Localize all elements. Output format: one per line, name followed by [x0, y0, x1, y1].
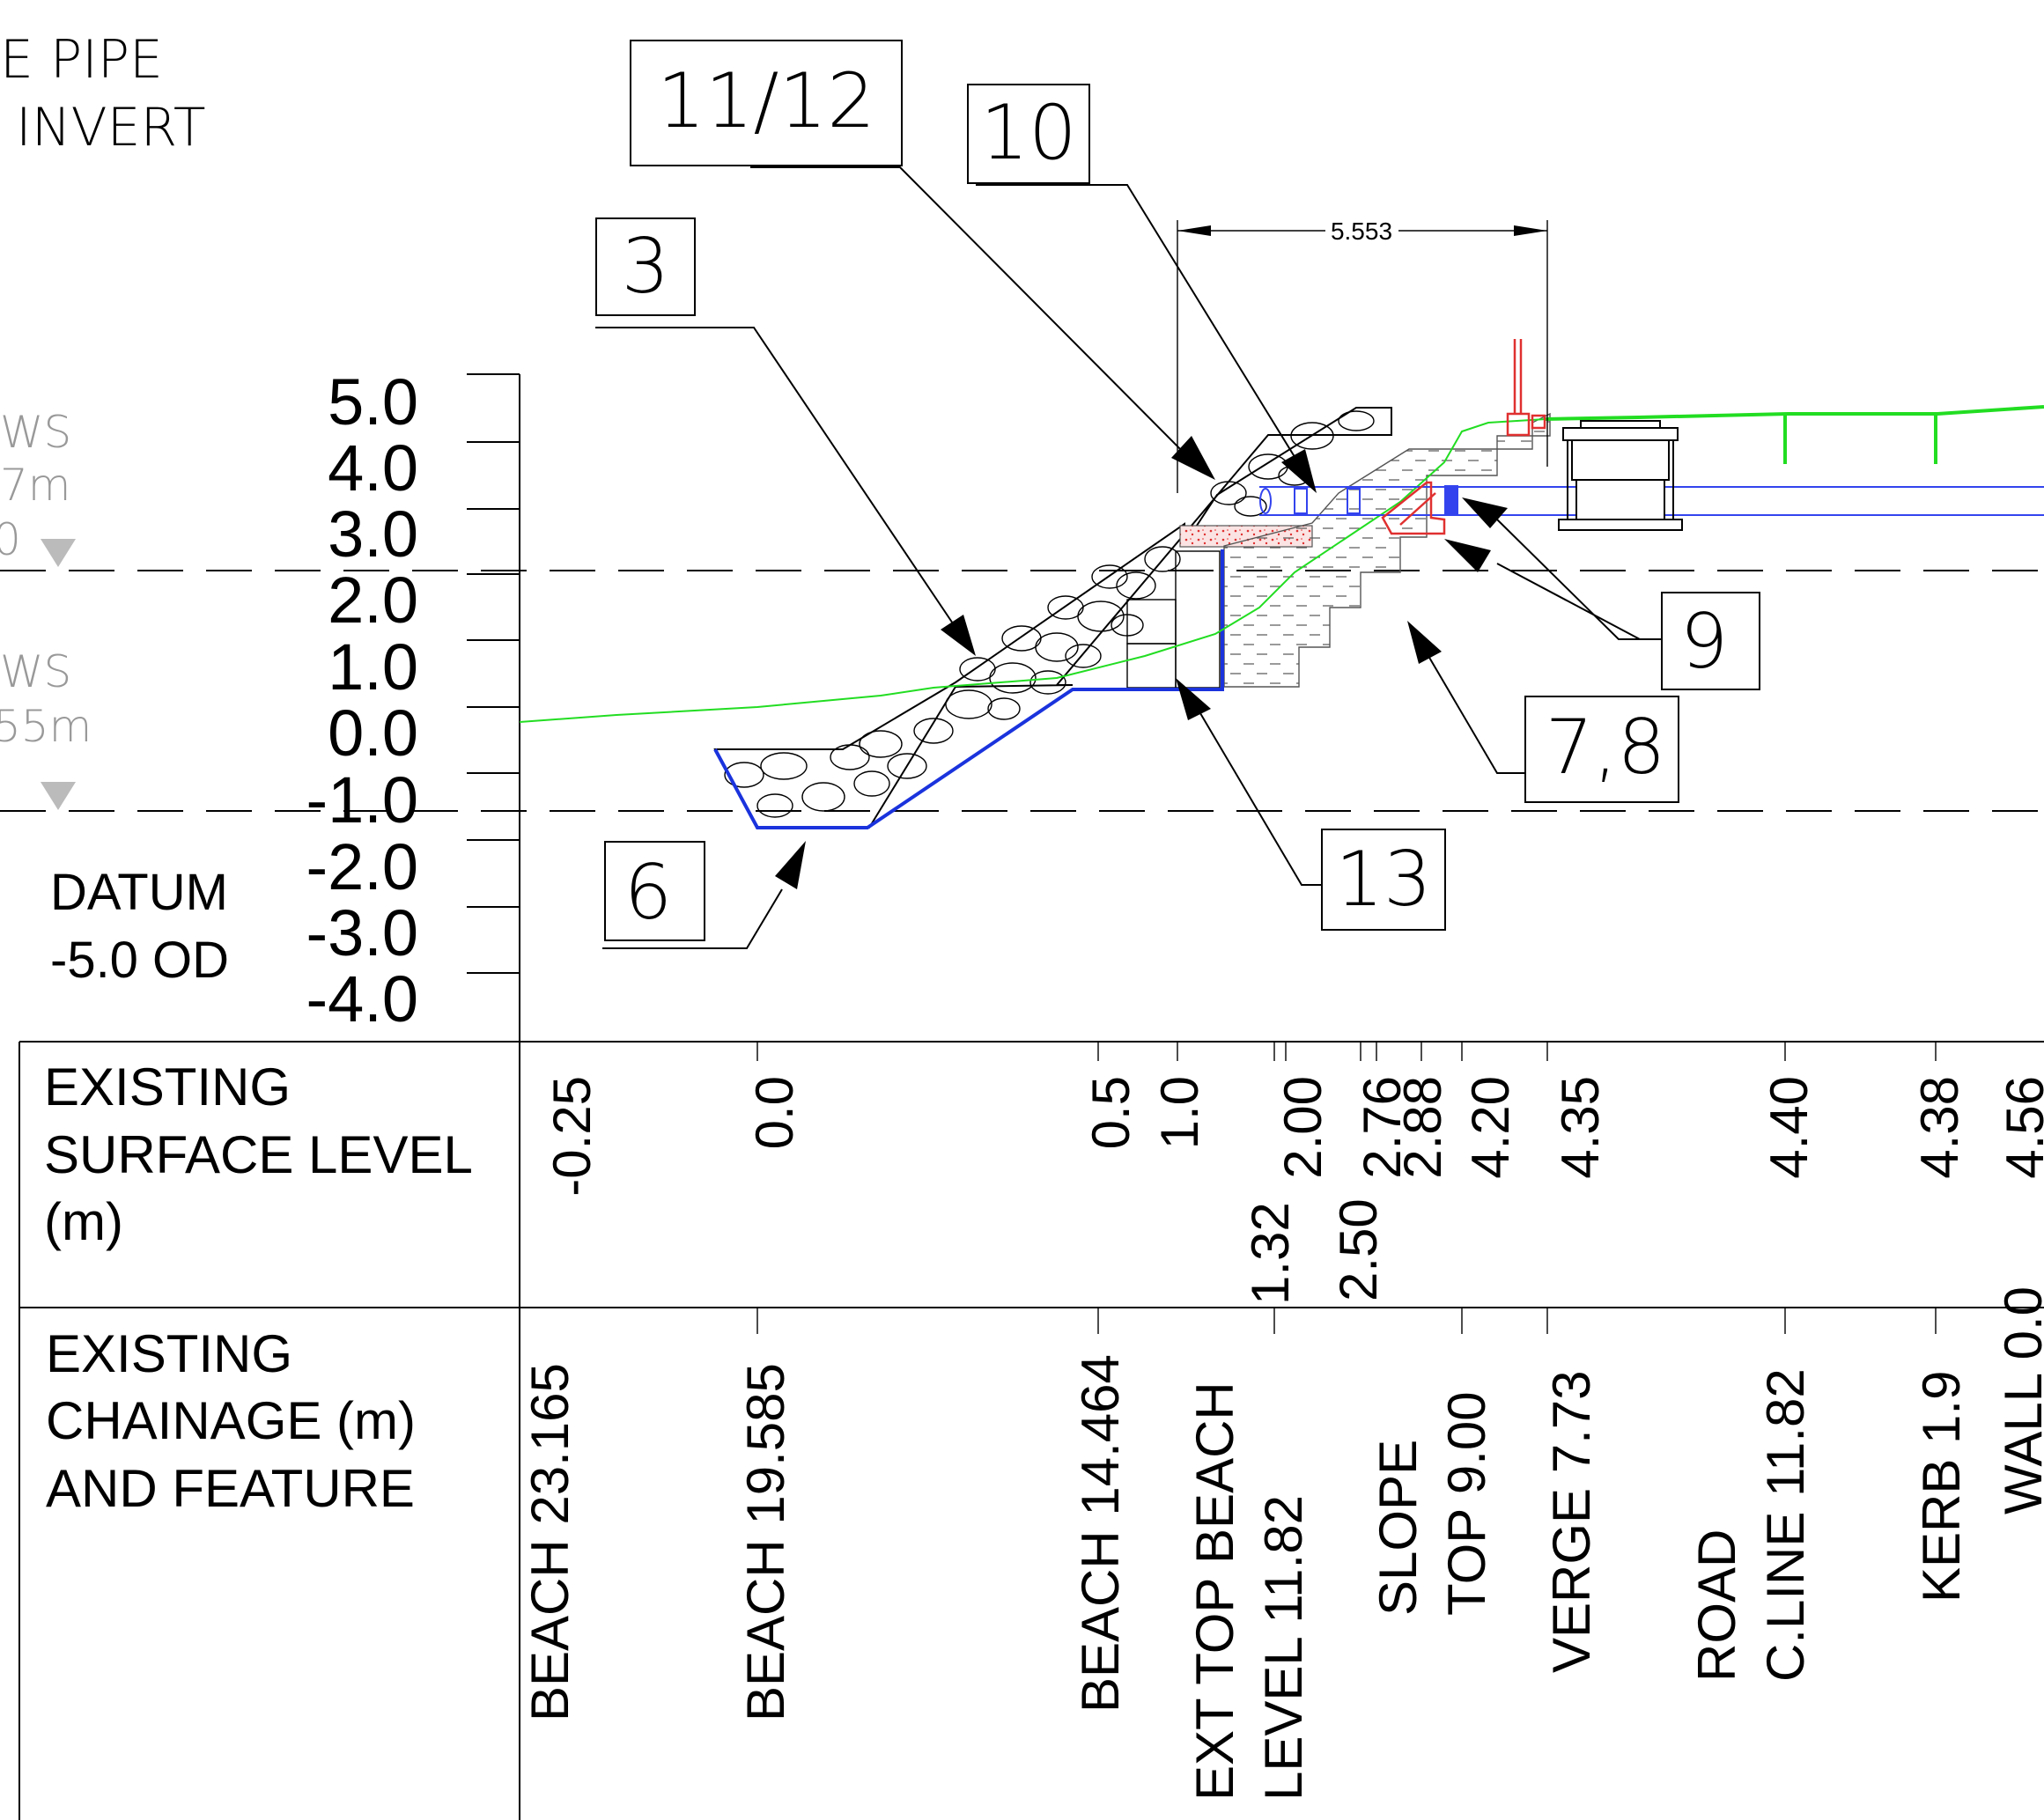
datum-line1: DATUM — [50, 864, 228, 921]
data-table: EXISTING SURFACE LEVEL (m) EXISTING CHAI… — [18, 1041, 2044, 1820]
callout-text: 6 — [624, 849, 673, 937]
manhole-chamber — [1558, 420, 1683, 531]
upper-ws-value: 7m — [0, 460, 71, 511]
surface-level-values: -0.25 0.0 0.5 1.0 1.32 2.00 2.50 2.76 2.… — [542, 1076, 2044, 1305]
dimension-value: 5.553 — [1331, 217, 1392, 245]
level-label: 3.0 — [328, 497, 418, 571]
chainage-features: BEACH 23.165 BEACH 19.585 BEACH 14.464 E… — [520, 1286, 2044, 1801]
callout-text: 7,8 — [1546, 704, 1666, 792]
road-surface-line — [1545, 405, 2044, 421]
pipe-note-line2: INVERT — [16, 97, 206, 158]
pipe-headwall — [1381, 481, 1446, 535]
water-level-notes: WS 7m 0 WS 55m — [0, 407, 92, 810]
level-label: -2.0 — [306, 830, 418, 903]
chainage-feature: BEACH 14.464 — [1071, 1354, 1130, 1713]
level-scale: 5.0 4.0 3.0 2.0 1.0 0.0 -1.0 -2.0 -3.0 -… — [306, 365, 520, 1042]
surface-value: 4.38 — [1910, 1076, 1969, 1179]
svg-text:(m): (m) — [44, 1192, 123, 1251]
rock-armour-revetment — [713, 407, 1392, 829]
callout-3: 3 — [595, 217, 976, 656]
callout-text: 11/12 — [657, 57, 875, 145]
callout-text: 9 — [1680, 598, 1729, 686]
datum-label: DATUM -5.0 OD — [50, 864, 229, 989]
surface-level-header: EXISTING SURFACE LEVEL (m) — [44, 1057, 473, 1251]
datum-line2: -5.0 OD — [50, 932, 229, 989]
callout-9: 9 — [1444, 497, 1760, 690]
chainage-feature: BEACH 23.165 — [520, 1363, 579, 1721]
chainage-header: EXISTING CHAINAGE (m) AND FEATURE — [46, 1324, 416, 1518]
surface-value: 0.0 — [745, 1076, 804, 1149]
svg-text:SURFACE LEVEL: SURFACE LEVEL — [44, 1125, 473, 1184]
surface-value: -0.25 — [542, 1076, 601, 1197]
chainage-feature: C.LINE 11.82 — [1756, 1368, 1815, 1682]
upper-ws-code: 0 — [0, 514, 21, 565]
callout-text: 13 — [1335, 836, 1431, 924]
surface-value: 4.40 — [1760, 1076, 1819, 1179]
chainage-feature: KERB 1.9 — [1912, 1371, 1971, 1603]
lower-ws-value: 55m — [0, 701, 92, 752]
surface-level-ticks — [756, 1042, 1937, 1061]
chainage-feature: ROAD — [1687, 1529, 1746, 1682]
surface-value: 4.35 — [1551, 1076, 1610, 1179]
svg-text:AND FEATURE: AND FEATURE — [46, 1459, 415, 1518]
chainage-feature: BEACH 19.585 — [736, 1363, 795, 1721]
surface-value: 2.50 — [1329, 1198, 1388, 1301]
handrail — [1506, 339, 1546, 437]
chainage-feature: LEVEL 11.82 — [1254, 1495, 1313, 1801]
chainage-ticks — [756, 1308, 1937, 1334]
chainage-feature: WALL 0.0 — [1994, 1286, 2044, 1514]
svg-text:EXISTING: EXISTING — [46, 1324, 292, 1383]
surface-value: 4.20 — [1461, 1076, 1520, 1179]
callout-text: 3 — [622, 223, 670, 311]
chainage-feature: SLOPE — [1369, 1440, 1428, 1616]
level-label: 0.0 — [328, 696, 418, 770]
lower-ws-label: WS — [0, 646, 71, 697]
level-label: 4.0 — [328, 431, 418, 505]
callout-11-12: 11/12 — [630, 40, 1215, 480]
level-label: 5.0 — [328, 365, 418, 438]
chainage-feature: EXT TOP BEACH — [1185, 1382, 1244, 1801]
level-label: 1.0 — [328, 630, 418, 704]
upper-water-level-marker-icon — [41, 539, 76, 567]
chainage-feature: TOP 9.00 — [1437, 1391, 1496, 1616]
surface-value: 2.00 — [1273, 1076, 1332, 1179]
pipe-note: E PIPE INVERT — [0, 29, 206, 158]
callout-13: 13 — [1176, 678, 1446, 931]
surface-value: 2.76 — [1353, 1076, 1412, 1179]
existing-ground-line — [519, 418, 1546, 723]
level-label: -1.0 — [306, 763, 418, 836]
callout-text: 10 — [980, 89, 1076, 177]
pipe-note-line1: E PIPE — [0, 29, 163, 91]
upper-ws-label: WS — [0, 407, 71, 458]
callout-10: 10 — [967, 84, 1317, 493]
svg-text:EXISTING: EXISTING — [44, 1057, 291, 1116]
formation-line — [713, 549, 1224, 829]
surface-value: 4.56 — [1996, 1076, 2044, 1179]
level-label: 2.0 — [328, 564, 418, 637]
chainage-feature: VERGE 7.73 — [1542, 1370, 1601, 1673]
callout-6: 6 — [602, 841, 806, 949]
surface-value: 1.32 — [1241, 1202, 1300, 1305]
svg-text:CHAINAGE (m): CHAINAGE (m) — [46, 1391, 416, 1450]
lower-water-level-marker-icon — [41, 782, 76, 810]
dimension-5553: 5.553 — [1177, 217, 1548, 493]
surface-value: 1.0 — [1150, 1076, 1209, 1149]
callout-7-8: 7,8 — [1407, 621, 1679, 803]
surface-value: 2.88 — [1393, 1076, 1452, 1179]
surface-value: 0.5 — [1081, 1076, 1140, 1149]
core-fill — [1223, 412, 1551, 688]
level-label: -3.0 — [306, 896, 418, 969]
level-label: -4.0 — [306, 962, 418, 1035]
